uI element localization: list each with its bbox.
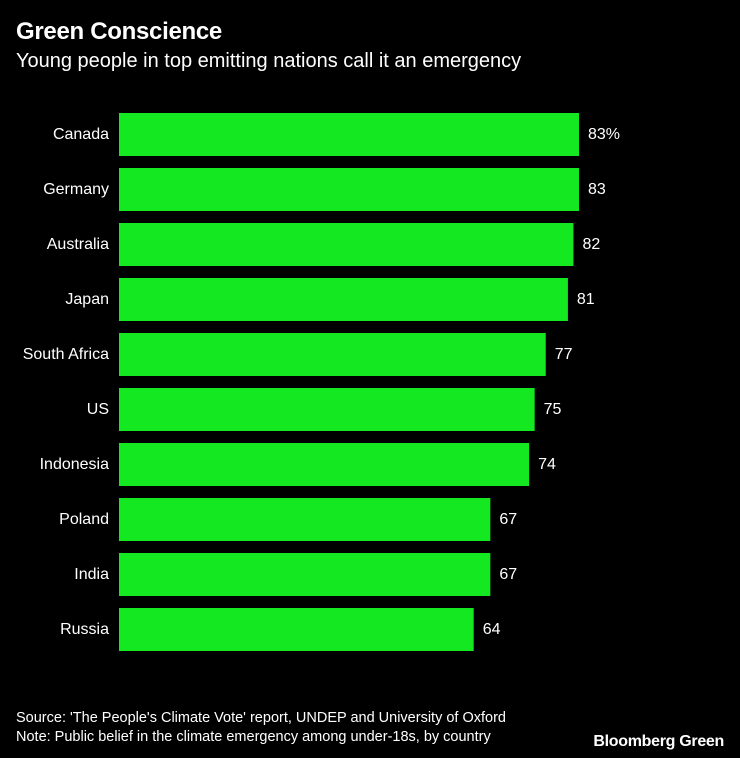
bar-chart: Canada 83% Germany 83 Australia 82 Japan 81 Sout… [23, 113, 620, 651]
chart-subtitle: Young people in top emitting nations cal… [16, 50, 522, 72]
bar [119, 113, 579, 156]
category-label: South Africa [23, 346, 109, 363]
category-label: Poland [59, 511, 109, 528]
brand-logo: Bloomberg Green [593, 733, 724, 750]
value-label: 67 [499, 511, 517, 528]
value-label: 77 [555, 346, 573, 363]
value-label: 75 [544, 401, 562, 418]
category-label: Australia [47, 236, 109, 253]
category-label: US [87, 401, 109, 418]
value-label: 74 [538, 456, 556, 473]
value-label: 67 [499, 566, 517, 583]
value-label: 81 [577, 291, 595, 308]
bar [119, 443, 530, 486]
category-label: Germany [43, 181, 109, 198]
bar [119, 608, 474, 651]
source-text: Source: 'The People's Climate Vote' repo… [16, 710, 506, 726]
category-label: Japan [65, 291, 109, 308]
category-label: Russia [60, 621, 109, 638]
category-label: Indonesia [40, 456, 109, 473]
bar [119, 498, 491, 541]
bar [119, 333, 546, 376]
note-text: Note: Public belief in the climate emerg… [16, 729, 491, 745]
category-label: India [74, 566, 109, 583]
bar [119, 553, 491, 596]
value-label: 83 [588, 181, 606, 198]
value-label: 82 [582, 236, 600, 253]
bar [119, 278, 568, 321]
bar [119, 223, 574, 266]
chart-title: Green Conscience [16, 18, 222, 45]
value-label: 64 [483, 621, 501, 638]
value-label: 83% [588, 126, 620, 143]
bar [119, 388, 535, 431]
bar [119, 168, 579, 211]
category-label: Canada [53, 126, 109, 143]
